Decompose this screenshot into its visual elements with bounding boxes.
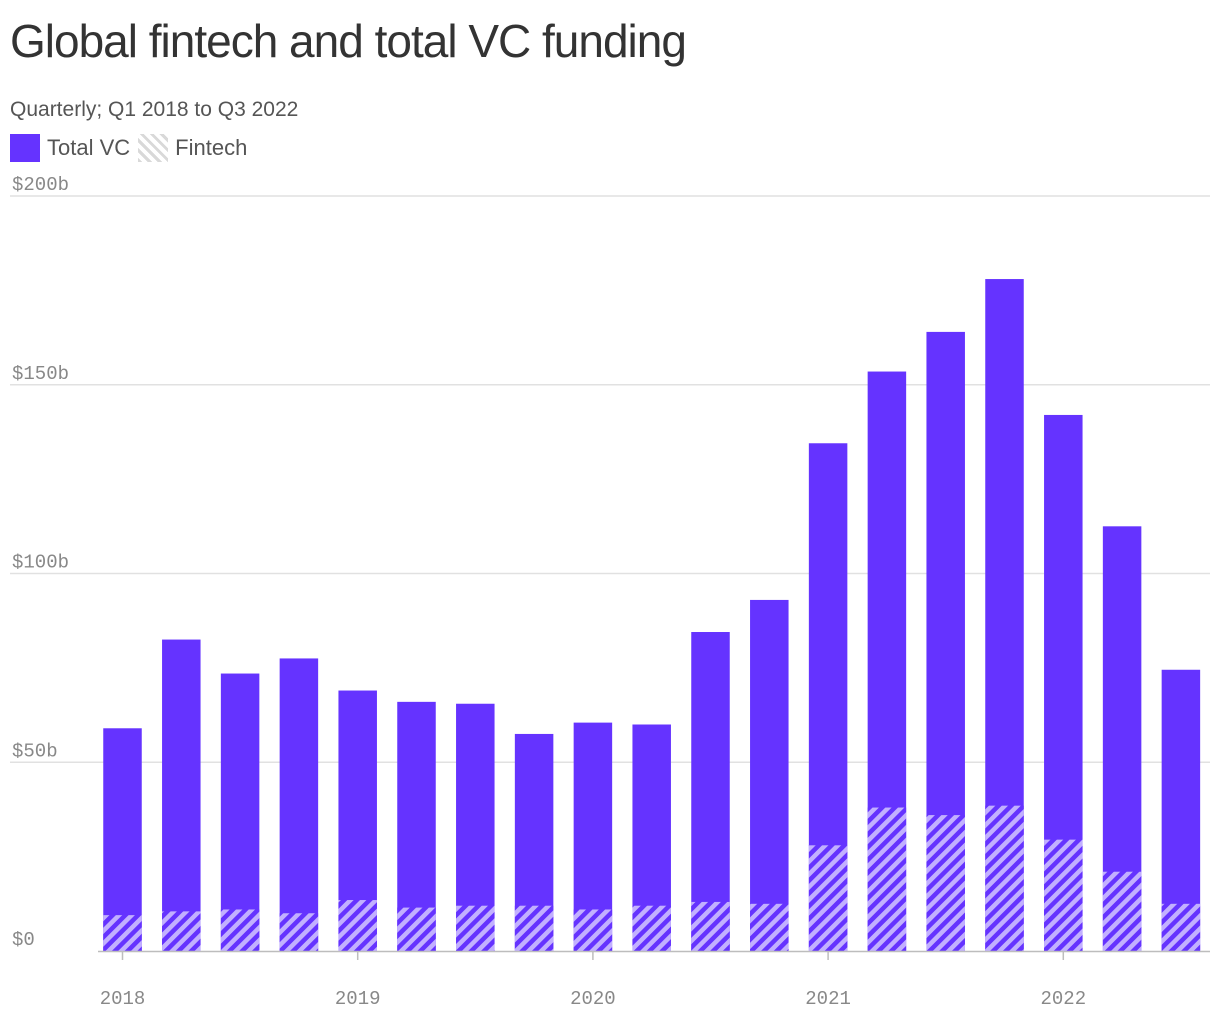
bar-fintech <box>1102 871 1142 951</box>
bar-fintech <box>985 805 1024 951</box>
x-tick-label: 2021 <box>805 988 851 1010</box>
bar-fintech <box>220 909 260 951</box>
bars <box>103 279 1201 952</box>
bar-total-vc <box>103 728 142 951</box>
bar-total-vc <box>220 673 260 951</box>
bar-fintech <box>103 915 142 951</box>
legend-item-fintech: Fintech <box>138 134 247 162</box>
chart-title: Global fintech and total VC funding <box>10 15 687 67</box>
bar-fintech <box>867 807 907 951</box>
legend-swatch-fintech <box>138 134 169 162</box>
y-tick-label: $100b <box>12 552 69 574</box>
x-tick-label: 2022 <box>1040 988 1086 1010</box>
legend: Total VC Fintech <box>10 133 255 163</box>
y-tick-label: $0 <box>12 929 35 951</box>
bar-fintech <box>926 815 965 951</box>
legend-label-fintech: Fintech <box>175 135 248 160</box>
y-tick-label: $50b <box>12 740 58 762</box>
y-tick-label: $150b <box>12 363 69 385</box>
y-tick-label: $200b <box>12 174 69 196</box>
bar-fintech <box>1044 839 1083 951</box>
chart-subtitle: Quarterly; Q1 2018 to Q3 2022 <box>10 98 299 121</box>
x-tick-label: 2020 <box>570 988 616 1010</box>
bar-fintech <box>162 911 201 951</box>
bar-fintech <box>750 903 789 951</box>
bar-fintech <box>691 901 730 951</box>
axes: $0 $50b $100b $150b $200b 2018 2019 2020 2021 202… <box>12 174 1210 1010</box>
legend-item-total-vc: Total VC <box>10 134 130 162</box>
bar-fintech <box>397 907 436 951</box>
bar-fintech <box>456 905 495 951</box>
bar-fintech <box>279 913 319 951</box>
bar-fintech <box>573 909 613 951</box>
bar-fintech <box>338 900 377 951</box>
bar-fintech <box>514 905 554 951</box>
bar-total-vc <box>279 658 319 951</box>
x-tick-label: 2019 <box>335 988 381 1010</box>
bar-total-vc <box>162 639 201 951</box>
legend-label-total-vc: Total VC <box>47 135 131 160</box>
legend-swatch-total-vc <box>10 134 40 162</box>
bar-fintech <box>632 905 671 951</box>
bar-fintech <box>808 845 848 951</box>
x-tick-label: 2018 <box>100 988 146 1010</box>
bar-fintech <box>1161 903 1201 951</box>
bar-total-vc <box>691 632 730 951</box>
bar-total-vc <box>750 599 789 951</box>
